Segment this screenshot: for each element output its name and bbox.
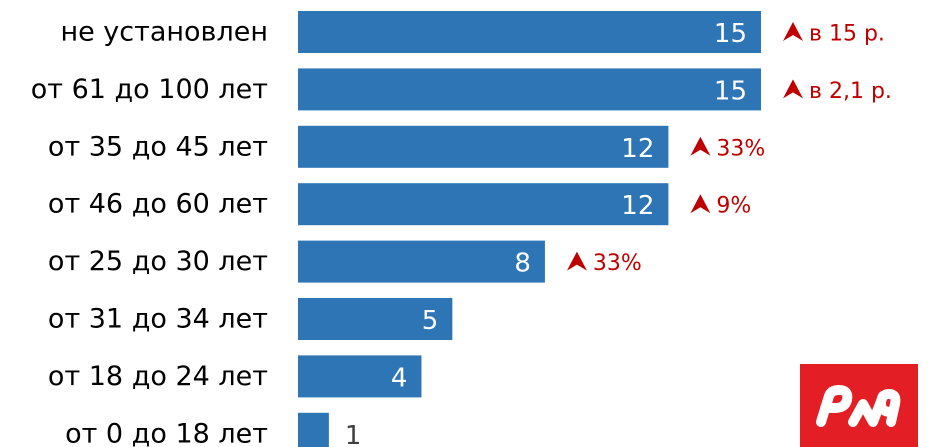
change-arrow-up-icon — [783, 79, 803, 99]
change-label: 33% — [593, 251, 642, 276]
bar — [298, 68, 761, 111]
change-arrow-up-icon — [690, 136, 711, 156]
bar — [298, 11, 761, 53]
category-label: от 25 до 30 лет — [48, 246, 268, 277]
category-label: от 31 до 34 лет — [48, 304, 268, 335]
bar-value-label: 5 — [422, 306, 439, 336]
change-arrow-up-icon — [566, 251, 587, 271]
category-label: от 18 до 24 лет — [48, 361, 268, 392]
bar — [298, 125, 669, 168]
bar — [298, 412, 329, 447]
bar-value-label: 8 — [514, 249, 531, 279]
bar — [298, 298, 453, 340]
category-label: не установлен — [60, 17, 268, 48]
category-label: от 35 до 45 лет — [48, 131, 268, 162]
bar-value-label: 15 — [714, 19, 747, 49]
category-label: от 46 до 60 лет — [48, 189, 268, 220]
bar-value-label: 4 — [391, 363, 408, 393]
bar-value-label: 1 — [345, 421, 362, 447]
bar — [298, 240, 545, 283]
change-arrow-up-icon — [783, 22, 803, 41]
change-label: в 15 р. — [809, 22, 885, 47]
bar — [298, 183, 669, 226]
category-label: от 61 до 100 лет — [31, 74, 268, 105]
bar-value-label: 12 — [621, 191, 654, 221]
bar-value-label: 12 — [621, 134, 654, 164]
change-label: 33% — [716, 136, 765, 161]
change-arrow-up-icon — [690, 194, 711, 214]
bar — [298, 355, 422, 398]
bar-value-label: 15 — [714, 76, 747, 106]
change-label: в 2,1 р. — [809, 79, 892, 104]
category-label: от 0 до 18 лет — [65, 418, 268, 447]
rzd-logo — [800, 364, 918, 447]
rzd-logo-icon — [816, 384, 901, 427]
change-label: 9% — [716, 194, 751, 219]
